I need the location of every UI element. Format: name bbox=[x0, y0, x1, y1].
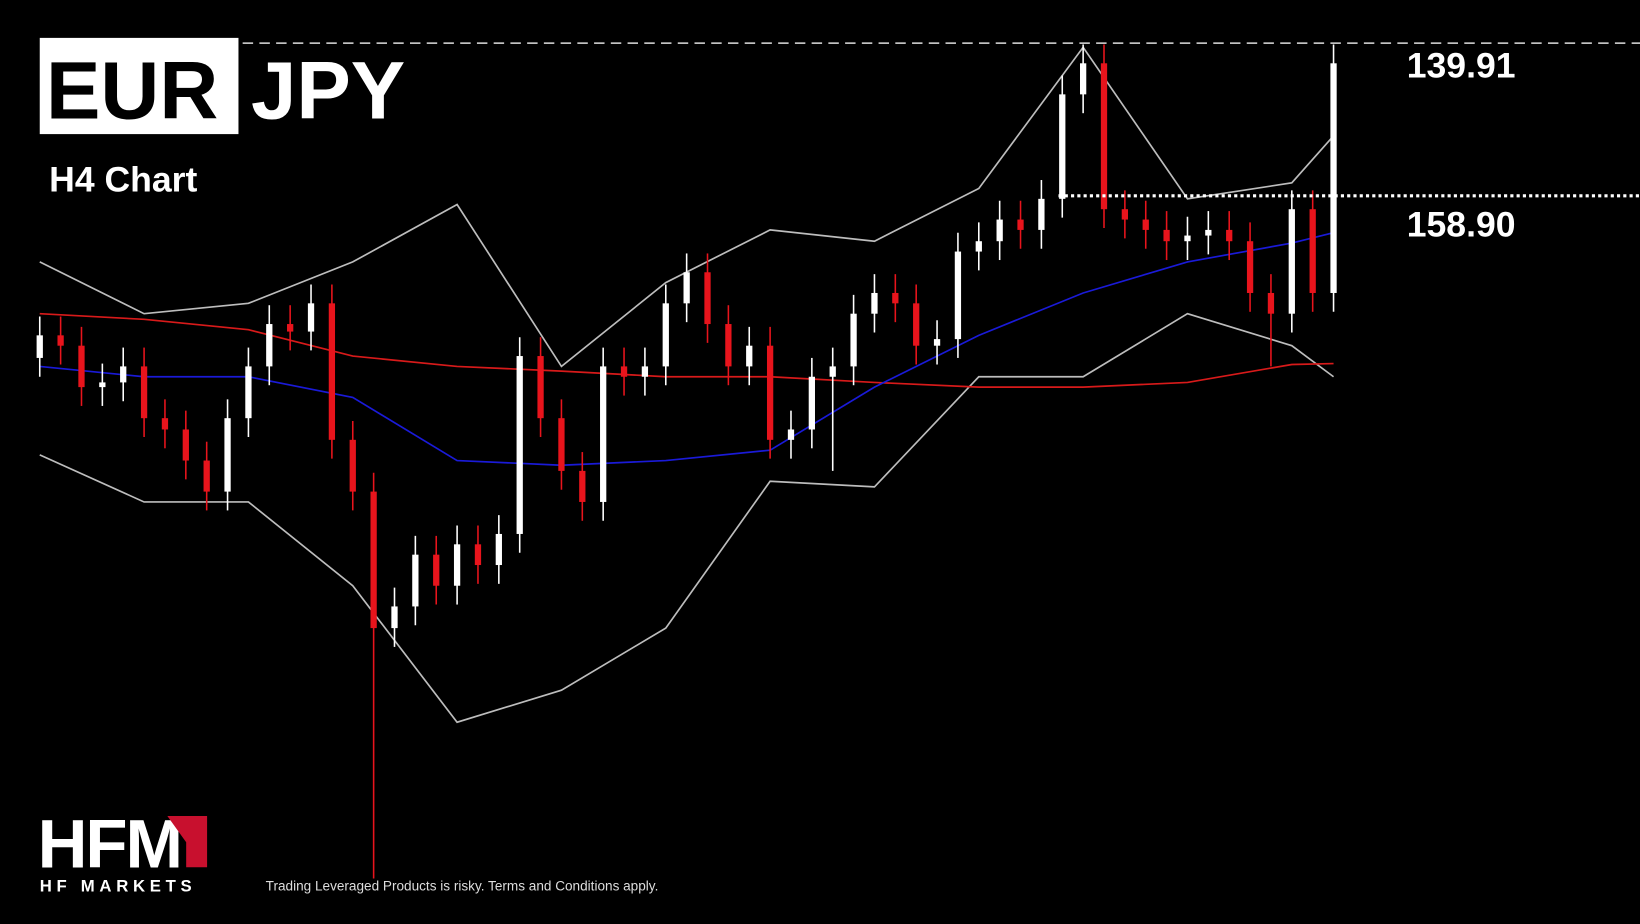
candle-body bbox=[704, 272, 711, 325]
level-label: 158.90 bbox=[1407, 205, 1516, 245]
candle-body bbox=[412, 554, 419, 607]
candle-body bbox=[391, 606, 398, 629]
candle-body bbox=[537, 356, 544, 419]
candle-body bbox=[600, 366, 607, 502]
overlay-line bbox=[39, 312, 1335, 724]
candle-body bbox=[1184, 235, 1191, 242]
base-currency: EUR bbox=[46, 45, 218, 136]
candle-body bbox=[1309, 209, 1316, 293]
candle-body bbox=[370, 491, 377, 629]
candle-body bbox=[516, 356, 523, 534]
overlay-line bbox=[39, 312, 1334, 388]
candle-body bbox=[746, 345, 753, 367]
timeframe: H4 Chart bbox=[49, 160, 197, 200]
candle-body bbox=[725, 324, 732, 367]
disclaimer: Trading Leveraged Products is risky. Ter… bbox=[266, 878, 659, 893]
candle-body bbox=[266, 324, 273, 367]
quote-currency: JPY bbox=[251, 45, 405, 136]
base-box bbox=[39, 37, 239, 135]
candle-body bbox=[871, 292, 878, 314]
candle-body bbox=[1121, 209, 1129, 220]
candle-body bbox=[787, 429, 795, 440]
logo: HFM bbox=[38, 805, 181, 882]
candle-body bbox=[579, 470, 586, 502]
candle-body bbox=[641, 366, 649, 377]
candle-body bbox=[224, 418, 231, 492]
overlay-line bbox=[39, 45, 1335, 368]
candle-body bbox=[328, 303, 336, 440]
candle-body bbox=[474, 544, 482, 566]
level-label: 139.91 bbox=[1407, 46, 1516, 86]
candle-body bbox=[954, 251, 962, 340]
candle-body bbox=[99, 382, 106, 388]
plot bbox=[36, 44, 1337, 879]
candle-body bbox=[913, 303, 920, 346]
candle-body bbox=[245, 366, 252, 419]
candle-body bbox=[36, 335, 43, 358]
candle-body bbox=[203, 460, 210, 492]
brand: HF MARKETS bbox=[40, 876, 197, 895]
candle-body bbox=[1288, 209, 1295, 314]
candle-body bbox=[1205, 229, 1212, 236]
candle-body bbox=[892, 292, 899, 304]
overlay-line bbox=[39, 231, 1334, 467]
candle-body bbox=[1059, 94, 1066, 199]
candle-body bbox=[1246, 241, 1254, 293]
candle-body bbox=[1142, 219, 1149, 230]
candle-body bbox=[829, 366, 836, 377]
candle-body bbox=[120, 366, 127, 383]
candle-body bbox=[453, 544, 461, 586]
candle-body bbox=[307, 303, 315, 332]
candle-body bbox=[996, 219, 1003, 242]
candle-body bbox=[161, 418, 169, 430]
candle-body bbox=[1267, 292, 1275, 314]
candle-body bbox=[1100, 63, 1108, 210]
candle-body bbox=[182, 429, 189, 461]
candle-body bbox=[1038, 198, 1045, 230]
candle-body bbox=[808, 376, 815, 430]
candle-body bbox=[975, 241, 982, 252]
candle-body bbox=[349, 439, 356, 492]
logo-accent bbox=[167, 816, 208, 868]
candle-body bbox=[1330, 63, 1337, 293]
candle-body bbox=[495, 533, 502, 566]
candle-body bbox=[1079, 63, 1087, 95]
candle-body bbox=[766, 345, 774, 440]
candle-body bbox=[433, 554, 440, 586]
candle-body bbox=[1163, 229, 1170, 242]
candle-body bbox=[558, 418, 565, 471]
candle-body bbox=[287, 324, 294, 332]
candle-body bbox=[140, 366, 148, 419]
candle-body bbox=[57, 335, 64, 346]
candle-body bbox=[78, 345, 85, 388]
candle-body bbox=[1017, 219, 1024, 230]
candle-body bbox=[620, 366, 628, 377]
candle-body bbox=[850, 313, 857, 367]
candle-body bbox=[683, 272, 690, 304]
candle-body bbox=[662, 303, 669, 367]
candle-body bbox=[1226, 229, 1233, 242]
candle-body bbox=[933, 339, 941, 346]
